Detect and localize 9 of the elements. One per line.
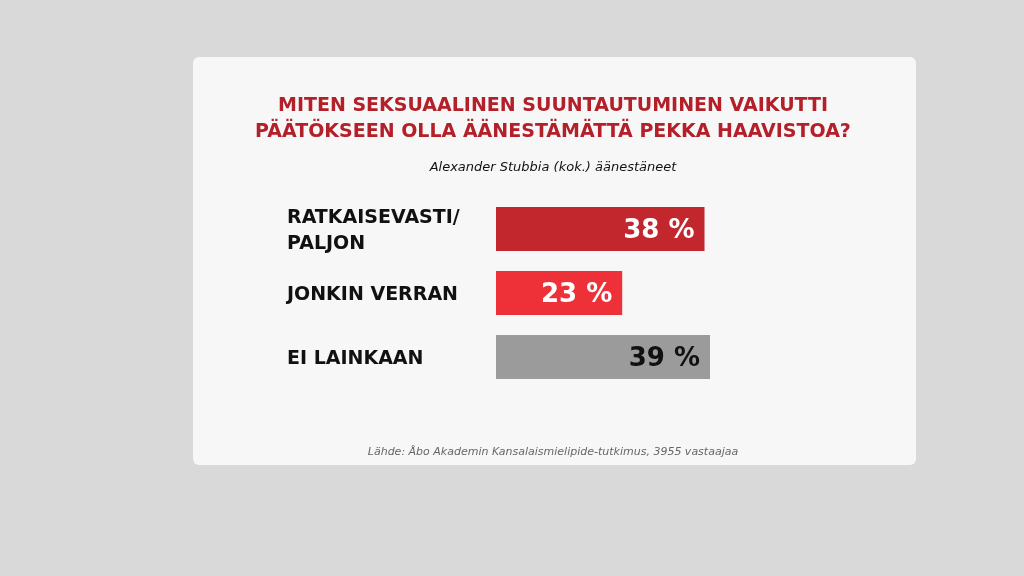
y-tick-label: RATKAISEVASTI/PALJON	[287, 205, 460, 253]
data-label: 23 %	[540, 278, 613, 308]
text: Lähde: Åbo Akademin Kansalaismielipide-tutkimus, 3955 vastaajaa	[366, 445, 740, 458]
y-tick-label: JONKIN VERRAN	[285, 282, 458, 304]
chart-title: MITEN SEKSUAALINEN SUUNTAUTUMINEN VAIKUTTI PÄÄTÖKSEEN OLLA ÄÄNESTÄMÄTTÄ PEKKA HAAVISTOA?	[254, 92, 852, 143]
data-label: 38 %	[623, 214, 695, 244]
chart-subtitle: Alexander Stubbia (kok.) äänestäneet	[428, 159, 678, 174]
y-tick-label: EI LAINKAAN	[287, 346, 424, 368]
data-label: 39 %	[628, 342, 700, 372]
